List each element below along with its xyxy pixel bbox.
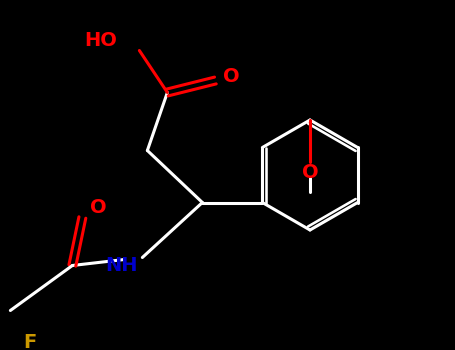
Text: O: O (223, 67, 240, 86)
Text: O: O (302, 162, 318, 182)
Text: F: F (24, 333, 37, 350)
Text: NH: NH (105, 256, 137, 275)
Text: HO: HO (85, 31, 117, 50)
Text: O: O (90, 198, 106, 217)
